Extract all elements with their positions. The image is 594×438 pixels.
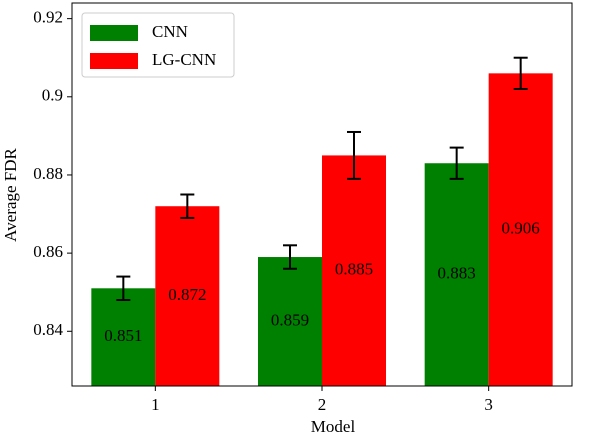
- y-axis-label: Average FDR: [1, 148, 20, 242]
- data-label: 0.872: [168, 285, 206, 304]
- data-label: 0.906: [502, 219, 540, 238]
- error-bar: [449, 146, 464, 180]
- error-bar: [116, 275, 131, 302]
- x-axis-label: Model: [311, 417, 356, 436]
- x-tick-label: 3: [484, 395, 493, 414]
- error-bar: [180, 193, 195, 219]
- legend-label: LG-CNN: [152, 50, 216, 69]
- error-bar: [283, 244, 297, 270]
- y-tick-label: 0.9: [42, 86, 63, 105]
- legend-swatch: [90, 25, 138, 41]
- bar: [258, 257, 322, 386]
- y-tick-label: 0.86: [33, 242, 63, 261]
- error-bar: [513, 56, 528, 90]
- bar: [155, 206, 220, 386]
- legend-label: CNN: [152, 22, 188, 41]
- bar: [322, 155, 386, 386]
- y-tick-label: 0.88: [33, 164, 63, 183]
- data-label: 0.859: [271, 310, 309, 329]
- legend-swatch: [90, 53, 138, 69]
- bar: [488, 73, 553, 387]
- y-tick-label: 0.84: [33, 320, 63, 339]
- bar: [424, 163, 489, 386]
- x-tick-label: 2: [318, 395, 327, 414]
- plot-frame: [71, 2, 573, 387]
- data-label: 0.885: [335, 260, 373, 279]
- error-bar: [347, 130, 361, 180]
- data-label: 0.883: [438, 264, 476, 283]
- bar: [91, 288, 156, 386]
- data-label: 0.851: [104, 326, 142, 345]
- y-tick-label: 0.92: [33, 8, 63, 27]
- x-tick-label: 1: [151, 395, 160, 414]
